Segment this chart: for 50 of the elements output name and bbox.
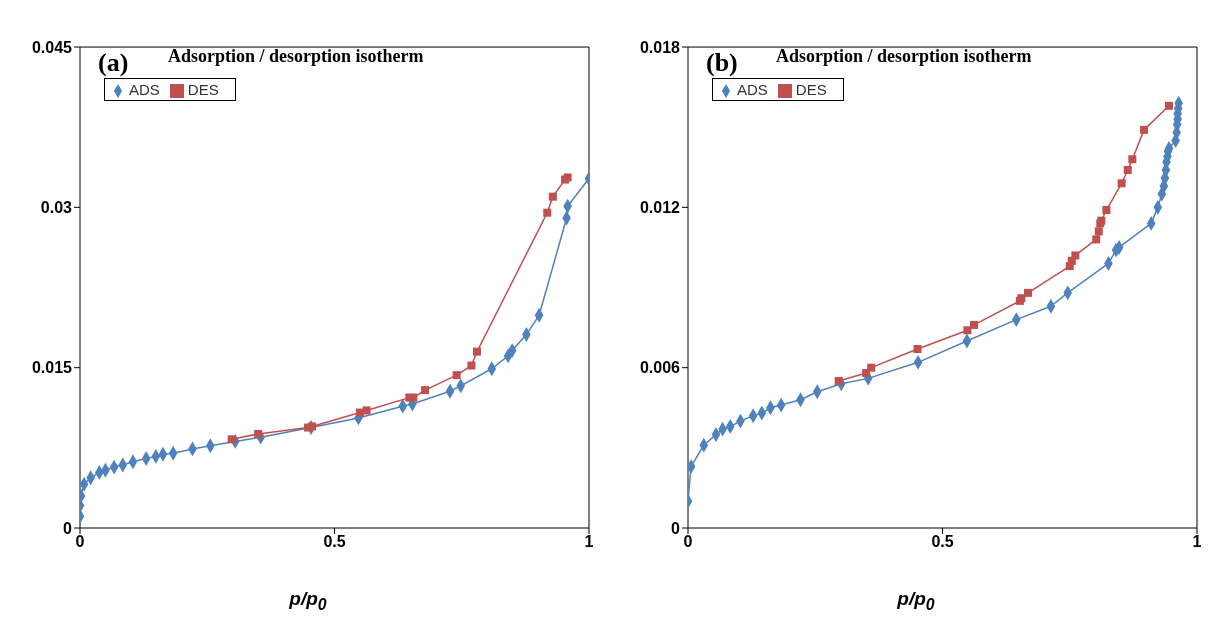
point <box>913 344 922 353</box>
y-tick-label: 0 <box>671 519 681 537</box>
y-tick-label: 0 <box>63 519 73 537</box>
point <box>1165 101 1174 110</box>
point <box>473 347 482 356</box>
point <box>421 386 430 395</box>
point <box>1024 288 1033 297</box>
annotation: (b) <box>706 48 738 78</box>
legend-label: ADS <box>737 81 768 98</box>
x-tick-label: 1 <box>584 533 594 551</box>
chart-title: Adsorption / desorption isotherm <box>168 46 424 67</box>
x-tick-label: 0 <box>683 533 693 551</box>
x-tick-label: 0.5 <box>931 533 954 551</box>
point <box>1092 235 1101 244</box>
legend-label: DES <box>795 81 827 98</box>
point <box>362 406 371 415</box>
x-tick-label: 1 <box>1192 533 1202 551</box>
point <box>405 393 414 402</box>
legend-label: ADS <box>129 81 160 98</box>
y-tick-label: 0.015 <box>31 359 73 377</box>
y-tick-label: 0.018 <box>639 38 681 56</box>
y-tick-label: 0.045 <box>31 38 73 56</box>
x-tick-label: 0.5 <box>323 533 346 551</box>
point <box>1094 227 1103 236</box>
point <box>1123 165 1132 174</box>
annotation: (a) <box>98 48 129 78</box>
point <box>970 320 979 329</box>
point <box>254 429 263 438</box>
point <box>543 208 552 217</box>
point <box>1117 179 1126 188</box>
point <box>355 408 364 417</box>
legend-label: DES <box>187 81 219 98</box>
point <box>862 369 871 378</box>
point <box>1065 262 1074 271</box>
point <box>963 326 972 335</box>
y-tick-label: 0.006 <box>639 359 681 377</box>
point <box>452 371 461 380</box>
y-tick-label: 0.03 <box>40 199 73 217</box>
point <box>834 377 843 386</box>
y-tick-label: 0.012 <box>639 199 681 217</box>
point <box>467 361 476 370</box>
point <box>548 192 557 201</box>
x-tick-label: 0 <box>75 533 85 551</box>
point <box>1128 155 1137 164</box>
point <box>227 435 236 444</box>
chart-title: Adsorption / desorption isotherm <box>776 46 1032 67</box>
point <box>1140 125 1149 134</box>
x-axis-title: p/p$_{0}$ <box>288 588 328 614</box>
point <box>1102 206 1111 215</box>
x-axis-title: p/p$_{0}$ <box>896 588 936 614</box>
